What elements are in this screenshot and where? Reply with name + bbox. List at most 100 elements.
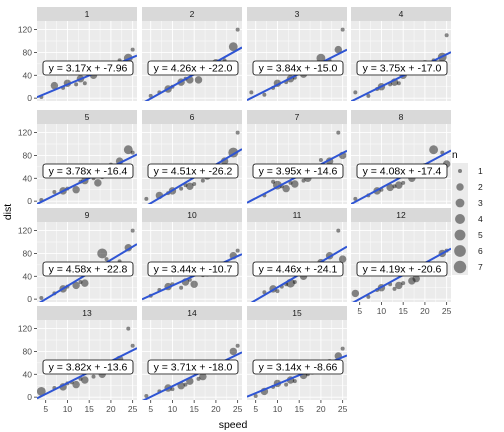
equation-box — [356, 261, 448, 277]
equation-text: y = 3.71x + -18.0 — [154, 362, 233, 374]
data-point — [271, 179, 276, 184]
equation-label: y = 3.82x + -13.6 — [42, 359, 134, 375]
strip-header — [247, 110, 347, 124]
strip-header — [247, 7, 347, 21]
data-point — [97, 248, 108, 259]
equation-label: y = 4.58x + -22.8 — [42, 261, 134, 277]
x-tick-label: 25 — [233, 404, 243, 414]
equation-label: y = 4.26x + -22.0 — [147, 60, 239, 76]
y-tick-label: 40 — [23, 173, 33, 183]
equation-text: y = 4.08x + -17.4 — [363, 166, 442, 178]
data-point — [170, 387, 175, 392]
y-tick-label: 80 — [23, 47, 33, 57]
legend-item: 4 — [452, 211, 483, 227]
data-point — [334, 45, 343, 54]
x-tick-label: 25 — [442, 306, 452, 316]
legend-key — [452, 227, 468, 243]
strip-header — [37, 7, 137, 21]
data-point — [186, 182, 194, 191]
data-point — [292, 379, 297, 384]
equation-box — [252, 359, 344, 375]
data-point — [336, 228, 341, 233]
x-tick-label: 15 — [189, 404, 199, 414]
data-point — [235, 343, 240, 348]
facet-panel: 8 y = 4.08x + -17.4 — [351, 110, 451, 204]
data-point — [126, 326, 131, 331]
equation-label: y = 4.19x + -20.6 — [356, 261, 448, 277]
data-point — [199, 372, 207, 381]
data-point — [412, 274, 420, 283]
equation-text: y = 3.17x + -7.96 — [49, 63, 128, 75]
data-point — [366, 93, 371, 98]
data-point — [52, 190, 57, 194]
data-point — [318, 158, 323, 162]
y-axis-title: dist — [2, 204, 14, 220]
data-point — [275, 289, 280, 294]
strip-header — [351, 208, 451, 222]
data-point — [192, 182, 197, 186]
data-point — [72, 185, 80, 194]
strip-header — [247, 306, 347, 320]
y-tick-label: 0 — [27, 196, 32, 206]
equation-text: y = 3.44x + -10.7 — [154, 264, 233, 276]
equation-box — [147, 261, 239, 277]
facet-panel: 4 y = 3.75x + -17.0 — [351, 7, 451, 101]
x-tick-label: 5 — [148, 404, 153, 414]
equation-text: y = 4.46x + -24.1 — [259, 264, 338, 276]
data-point — [392, 184, 397, 189]
strip-label: 14 — [187, 308, 197, 318]
y-tick-label: 80 — [23, 346, 33, 356]
legend-item: 5 — [452, 227, 483, 243]
strip-label: 3 — [295, 9, 300, 19]
legend-key — [452, 211, 468, 227]
data-point — [74, 82, 79, 87]
legend-symbol — [453, 260, 467, 274]
strip-label: 9 — [85, 210, 90, 220]
legend-symbol — [455, 198, 465, 208]
facet-panel: 13 y = 3.82x + -13.6 0 40 80 120 5 10 15 20 25 — [18, 306, 138, 414]
data-point — [395, 281, 403, 290]
strip-label: 12 — [396, 210, 406, 220]
equation-box — [252, 60, 344, 76]
equation-box — [42, 60, 134, 76]
data-point — [130, 343, 135, 348]
data-point — [262, 92, 267, 97]
facet-panel: 11 y = 4.46x + -24.1 — [247, 208, 347, 302]
legend-symbol — [456, 183, 464, 191]
equation-box — [356, 60, 448, 76]
legend-label: 1 — [478, 166, 483, 176]
x-tick-label: 10 — [63, 404, 73, 414]
data-point — [37, 387, 46, 396]
x-tick-label: 5 — [357, 306, 362, 316]
strip-label: 15 — [292, 308, 302, 318]
strip-label: 8 — [399, 112, 404, 122]
data-point — [123, 145, 133, 155]
equation-text: y = 3.95x + -14.6 — [259, 166, 338, 178]
legend-key — [452, 195, 468, 211]
y-tick-label: 120 — [18, 226, 32, 236]
data-point — [401, 281, 406, 286]
data-point — [194, 76, 203, 84]
equation-label: y = 3.71x + -18.0 — [147, 359, 239, 375]
data-point — [229, 347, 238, 356]
legend-title: n — [452, 150, 458, 161]
y-tick-label: 120 — [18, 25, 32, 35]
legend-key — [452, 243, 468, 259]
y-tick-label: 80 — [23, 150, 33, 160]
data-point — [262, 290, 267, 295]
strip-label: 6 — [190, 112, 195, 122]
data-point — [130, 150, 135, 155]
x-tick-label: 15 — [398, 306, 408, 316]
data-point — [91, 374, 96, 379]
strip-header — [37, 110, 137, 124]
data-point — [130, 228, 135, 233]
data-point — [351, 289, 360, 298]
data-point — [235, 27, 240, 32]
data-point — [401, 180, 406, 185]
strip-header — [37, 306, 137, 320]
strip-label: 4 — [399, 9, 404, 19]
data-point — [81, 279, 89, 287]
equation-text: y = 4.19x + -20.6 — [363, 264, 442, 276]
data-point — [81, 376, 89, 384]
